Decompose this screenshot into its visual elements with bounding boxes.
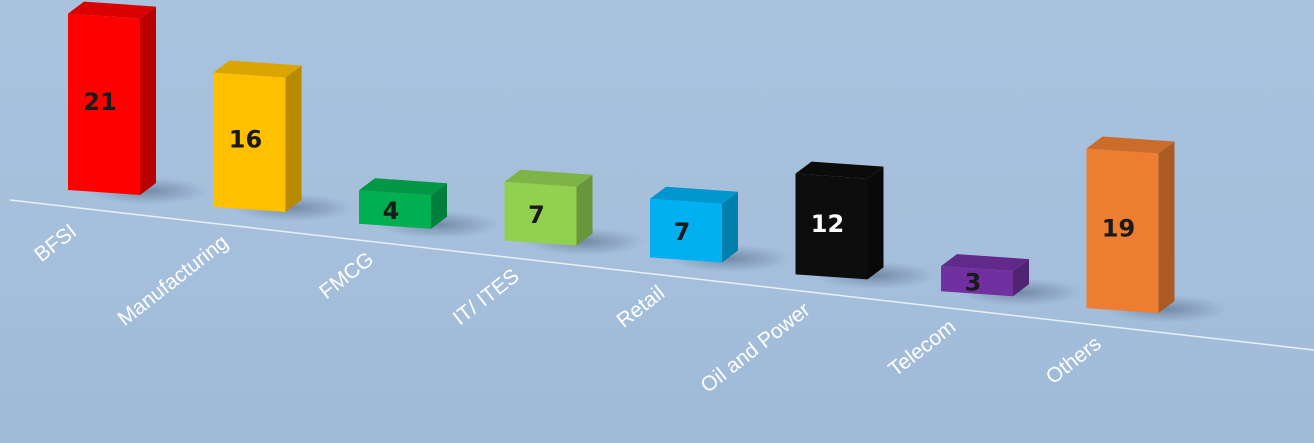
- category-label-fmcg: FMCG: [315, 248, 378, 304]
- bar-retail: 7: [650, 186, 738, 263]
- bar-front-bfsi: [68, 13, 140, 195]
- bar-side-others: [1158, 141, 1175, 314]
- category-label-manufacturing: Manufacturing: [114, 231, 233, 331]
- bar-telecom: 3: [941, 254, 1029, 297]
- value-label-it-ites: 7: [528, 201, 545, 229]
- value-label-fmcg: 4: [383, 197, 400, 225]
- bar-front-telecom: [941, 266, 1013, 297]
- bar-top-others: [1086, 136, 1175, 154]
- value-label-oil-and-power: 12: [811, 210, 844, 238]
- bar-side-retail: [722, 191, 738, 263]
- bar-front-retail: [650, 198, 722, 263]
- bar-others: 19: [1086, 136, 1175, 314]
- category-label-bfsi: BFSI: [30, 220, 81, 267]
- baseline: [9, 199, 1314, 351]
- bar-side-telecom: [1013, 259, 1029, 297]
- bar-top-fmcg: [359, 178, 447, 196]
- bar-top-retail: [650, 186, 738, 204]
- value-label-telecom: 3: [965, 269, 982, 297]
- bar-side-oil-and-power: [867, 166, 884, 280]
- category-label-telecom: Telecom: [884, 315, 960, 381]
- bar-side-fmcg: [431, 183, 447, 229]
- bar-fmcg: 4: [359, 178, 447, 229]
- bar-bfsi: 21: [68, 1, 156, 195]
- bar-front-others: [1086, 148, 1159, 314]
- category-label-it-ites: IT/ ITES: [449, 264, 524, 330]
- bar-shadows: [86, 177, 1229, 324]
- bar-top-it-ites: [504, 169, 593, 187]
- bar-top-telecom: [941, 254, 1029, 272]
- bar-front-it-ites: [504, 181, 577, 246]
- bar-front-oil-and-power: [795, 173, 868, 280]
- bar-oil-and-power: 12: [795, 161, 884, 280]
- bar-manufacturing: 16: [213, 60, 302, 212]
- value-label-retail: 7: [674, 218, 691, 246]
- bar-top-bfsi: [68, 1, 156, 19]
- category-label-retail: Retail: [613, 281, 669, 332]
- bar-front-fmcg: [359, 190, 431, 229]
- value-label-bfsi: 21: [83, 88, 116, 116]
- bar-side-manufacturing: [285, 65, 302, 212]
- value-label-others: 19: [1102, 214, 1135, 242]
- category-label-others: Others: [1042, 332, 1106, 389]
- bar-it-ites: 7: [504, 169, 593, 246]
- value-label-manufacturing: 16: [229, 126, 262, 154]
- bar-front-manufacturing: [213, 72, 286, 212]
- bar-top-manufacturing: [213, 60, 302, 78]
- bar-side-it-ites: [576, 174, 593, 246]
- bars: 21 16 4 7 7 12 3 19: [68, 1, 1175, 314]
- bar-top-oil-and-power: [795, 161, 884, 179]
- bar-side-bfsi: [140, 6, 156, 195]
- category-label-oil-and-power: Oil and Power: [696, 298, 814, 397]
